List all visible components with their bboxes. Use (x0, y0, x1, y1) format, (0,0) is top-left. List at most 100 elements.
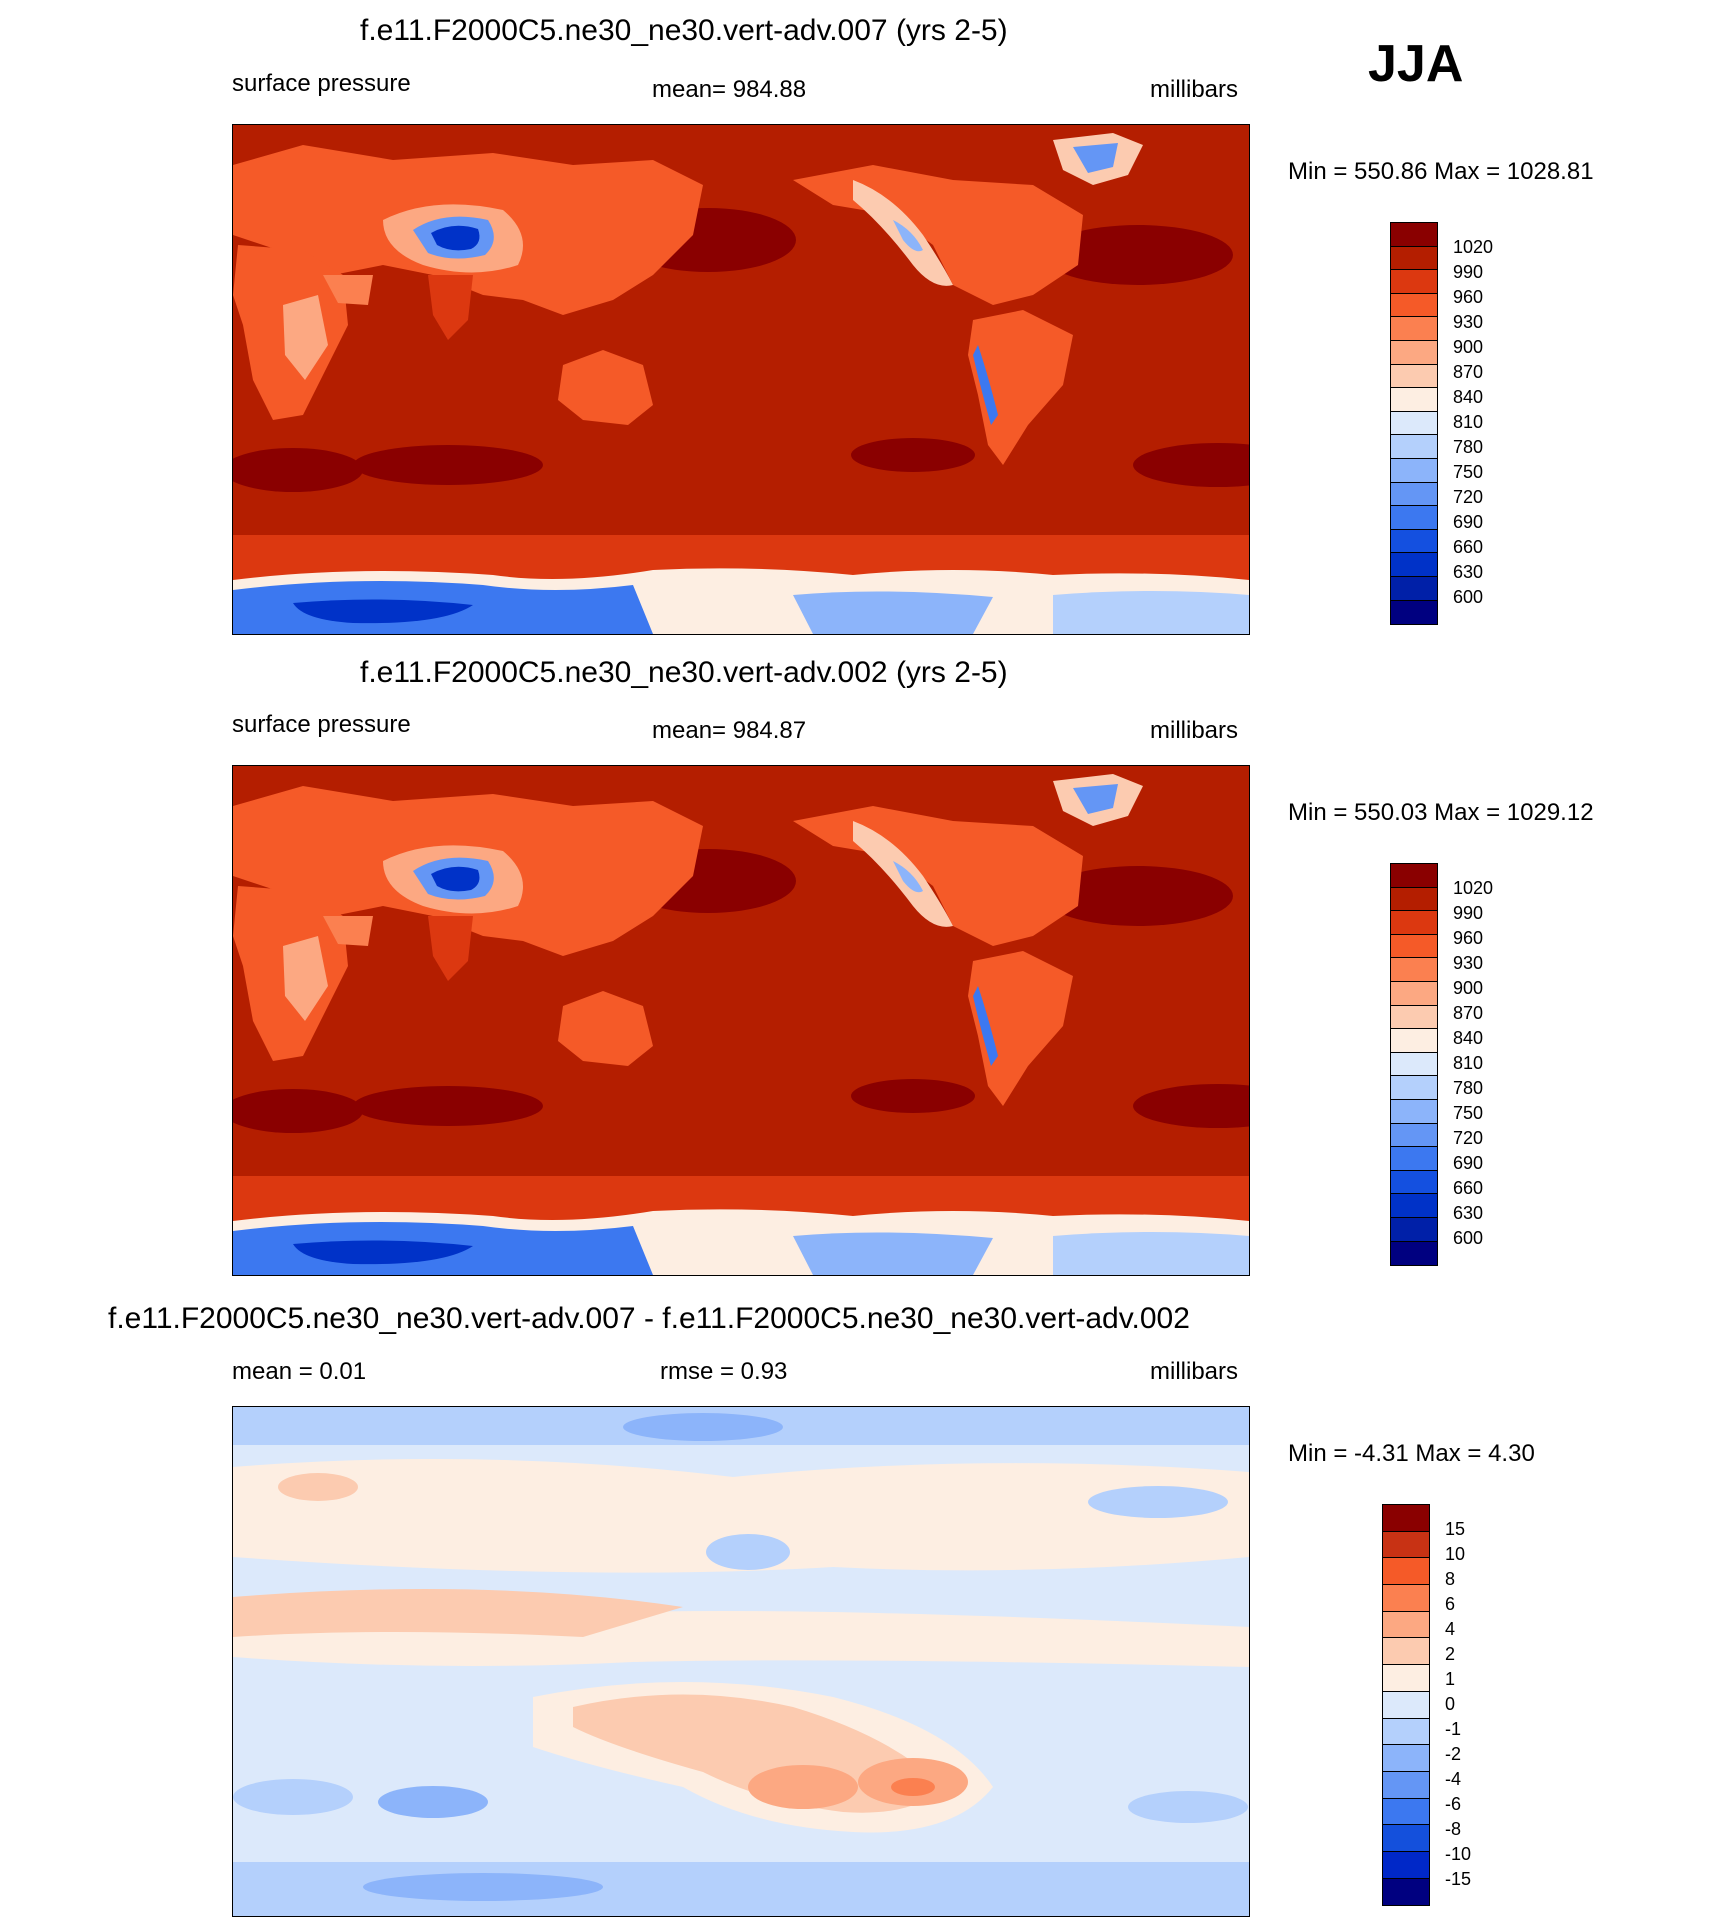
azores-high (1043, 225, 1233, 285)
panel3-mean-label: mean = 0.01 (232, 1358, 367, 1385)
colorbar-tick: 1020 (1453, 237, 1494, 257)
colorbar-swatch (1383, 1718, 1429, 1746)
india-land (428, 275, 473, 340)
colorbar-tick: 900 (1453, 337, 1484, 357)
panel1-units-label: millibars (1150, 76, 1239, 103)
andes-mountains (973, 986, 998, 1066)
south-america-land (968, 310, 1073, 465)
colorbar-tick: 15 (1445, 1519, 1466, 1539)
colorbar-tick: -4 (1445, 1769, 1462, 1789)
colorbar-tick: 780 (1453, 437, 1484, 457)
south-pacific-high (851, 1079, 975, 1113)
west-antarctica (793, 591, 993, 634)
colorbar-swatch (1391, 482, 1437, 507)
colorbar-tick: 870 (1453, 1003, 1484, 1023)
colorbar-swatch (1383, 1531, 1429, 1559)
colorbar-swatch (1383, 1771, 1429, 1799)
colorbar-tick: 900 (1453, 978, 1484, 998)
colorbar-tick: 750 (1453, 1103, 1484, 1123)
indian-ocean-high-west (233, 448, 363, 492)
colorbar-swatch (1391, 934, 1437, 959)
north-atlantic-negative (1088, 1486, 1228, 1518)
greenland-ice-sheet (1073, 143, 1118, 173)
colorbar-swatch (1391, 435, 1437, 459)
south-atlantic-high (1133, 443, 1249, 487)
rocky-mountains-core (893, 220, 923, 252)
east-africa-highlands (283, 936, 328, 1021)
south-pacific-high (851, 438, 975, 472)
colorbar-swatch (1391, 293, 1437, 318)
southern-indian-negative (233, 1779, 353, 1815)
colorbar-swatch (1391, 1241, 1437, 1266)
panel1-minmax-label: Min = 550.86 Max = 1028.81 (1288, 158, 1594, 185)
colorbar-tick: 0 (1445, 1694, 1456, 1714)
arabia-land (323, 916, 373, 946)
colorbar-swatch (1391, 1123, 1437, 1148)
panel2-colorbar (1390, 863, 1438, 1267)
panel3-title: f.e11.F2000C5.ne30_ne30.vert-adv.007 - f… (108, 1302, 1190, 1335)
colorbar-tick: 810 (1453, 1053, 1484, 1073)
tibet-plateau-core (431, 225, 480, 251)
colorbar-swatch (1383, 1745, 1429, 1772)
colorbar-tick: 630 (1453, 562, 1484, 582)
arctic-negative-core (623, 1413, 783, 1441)
colorbar-swatch (1391, 506, 1437, 530)
colorbar-swatch (1391, 270, 1437, 294)
colorbar-tick: 1020 (1453, 878, 1494, 898)
panel3-units-label: millibars (1150, 1358, 1239, 1385)
northern-positive-band (233, 1459, 1249, 1573)
colorbar-tick: 2 (1445, 1644, 1456, 1664)
india-land (428, 916, 473, 981)
colorbar-swatch (1391, 364, 1437, 389)
colorbar-swatch (1391, 1005, 1437, 1030)
colorbar-swatch (1383, 1851, 1429, 1879)
colorbar-tick: 720 (1453, 487, 1484, 507)
colorbar-swatch (1391, 553, 1437, 577)
panel2-variable-label: surface pressure (232, 711, 411, 738)
colorbar-swatch (1391, 458, 1437, 483)
colorbar-tick: -10 (1445, 1844, 1472, 1864)
indian-ocean-high (353, 1086, 543, 1126)
south-asia-positive (233, 1589, 683, 1637)
panel3-colorbar (1382, 1504, 1430, 1907)
panel2-mean-label: mean= 984.87 (652, 717, 807, 744)
season-label: JJA (1368, 35, 1464, 93)
panel1-map (232, 124, 1250, 635)
panel1-title: f.e11.F2000C5.ne30_ne30.vert-adv.007 (yr… (360, 14, 1008, 47)
colorbar-swatch (1383, 1798, 1429, 1826)
colorbar-swatch (1391, 223, 1437, 247)
north-pacific-negative (706, 1534, 790, 1570)
tibet-plateau-core (431, 866, 480, 892)
colorbar-tick: 750 (1453, 462, 1484, 482)
colorbar-swatch (1391, 1217, 1437, 1242)
colorbar-tick: 870 (1453, 362, 1484, 382)
colorbar-tick: 630 (1453, 1203, 1484, 1223)
colorbar-swatch (1391, 958, 1437, 982)
colorbar-swatch (1383, 1691, 1429, 1719)
south-america-land (968, 951, 1073, 1106)
panel2-map (232, 765, 1250, 1276)
colorbar-tick: 600 (1453, 1228, 1484, 1248)
panel1-mean-label: mean= 984.88 (652, 76, 807, 103)
azores-high (1043, 866, 1233, 926)
panel1-variable-label: surface pressure (232, 70, 411, 97)
colorbar-swatch (1391, 340, 1437, 365)
indian-ocean-high-west (233, 1089, 363, 1133)
colorbar-swatch (1383, 1825, 1429, 1852)
colorbar-swatch (1391, 911, 1437, 935)
colorbar-swatch (1391, 1170, 1437, 1195)
colorbar-tick: 8 (1445, 1569, 1456, 1589)
antarctica-core (293, 599, 473, 624)
indian-ocean-high (353, 445, 543, 485)
colorbar-tick: 930 (1453, 312, 1484, 332)
arabia-land (323, 275, 373, 305)
colorbar-swatch (1391, 388, 1437, 412)
colorbar-tick: -2 (1445, 1744, 1462, 1764)
panel2-map-svg (233, 766, 1249, 1275)
colorbar-tick: 10 (1445, 1544, 1466, 1564)
panel2-title: f.e11.F2000C5.ne30_ne30.vert-adv.002 (yr… (360, 656, 1008, 689)
andes-mountains (973, 345, 998, 425)
panel3-map (232, 1406, 1250, 1917)
colorbar-tick: 810 (1453, 412, 1484, 432)
antarctic-peninsula-region (1053, 591, 1249, 634)
